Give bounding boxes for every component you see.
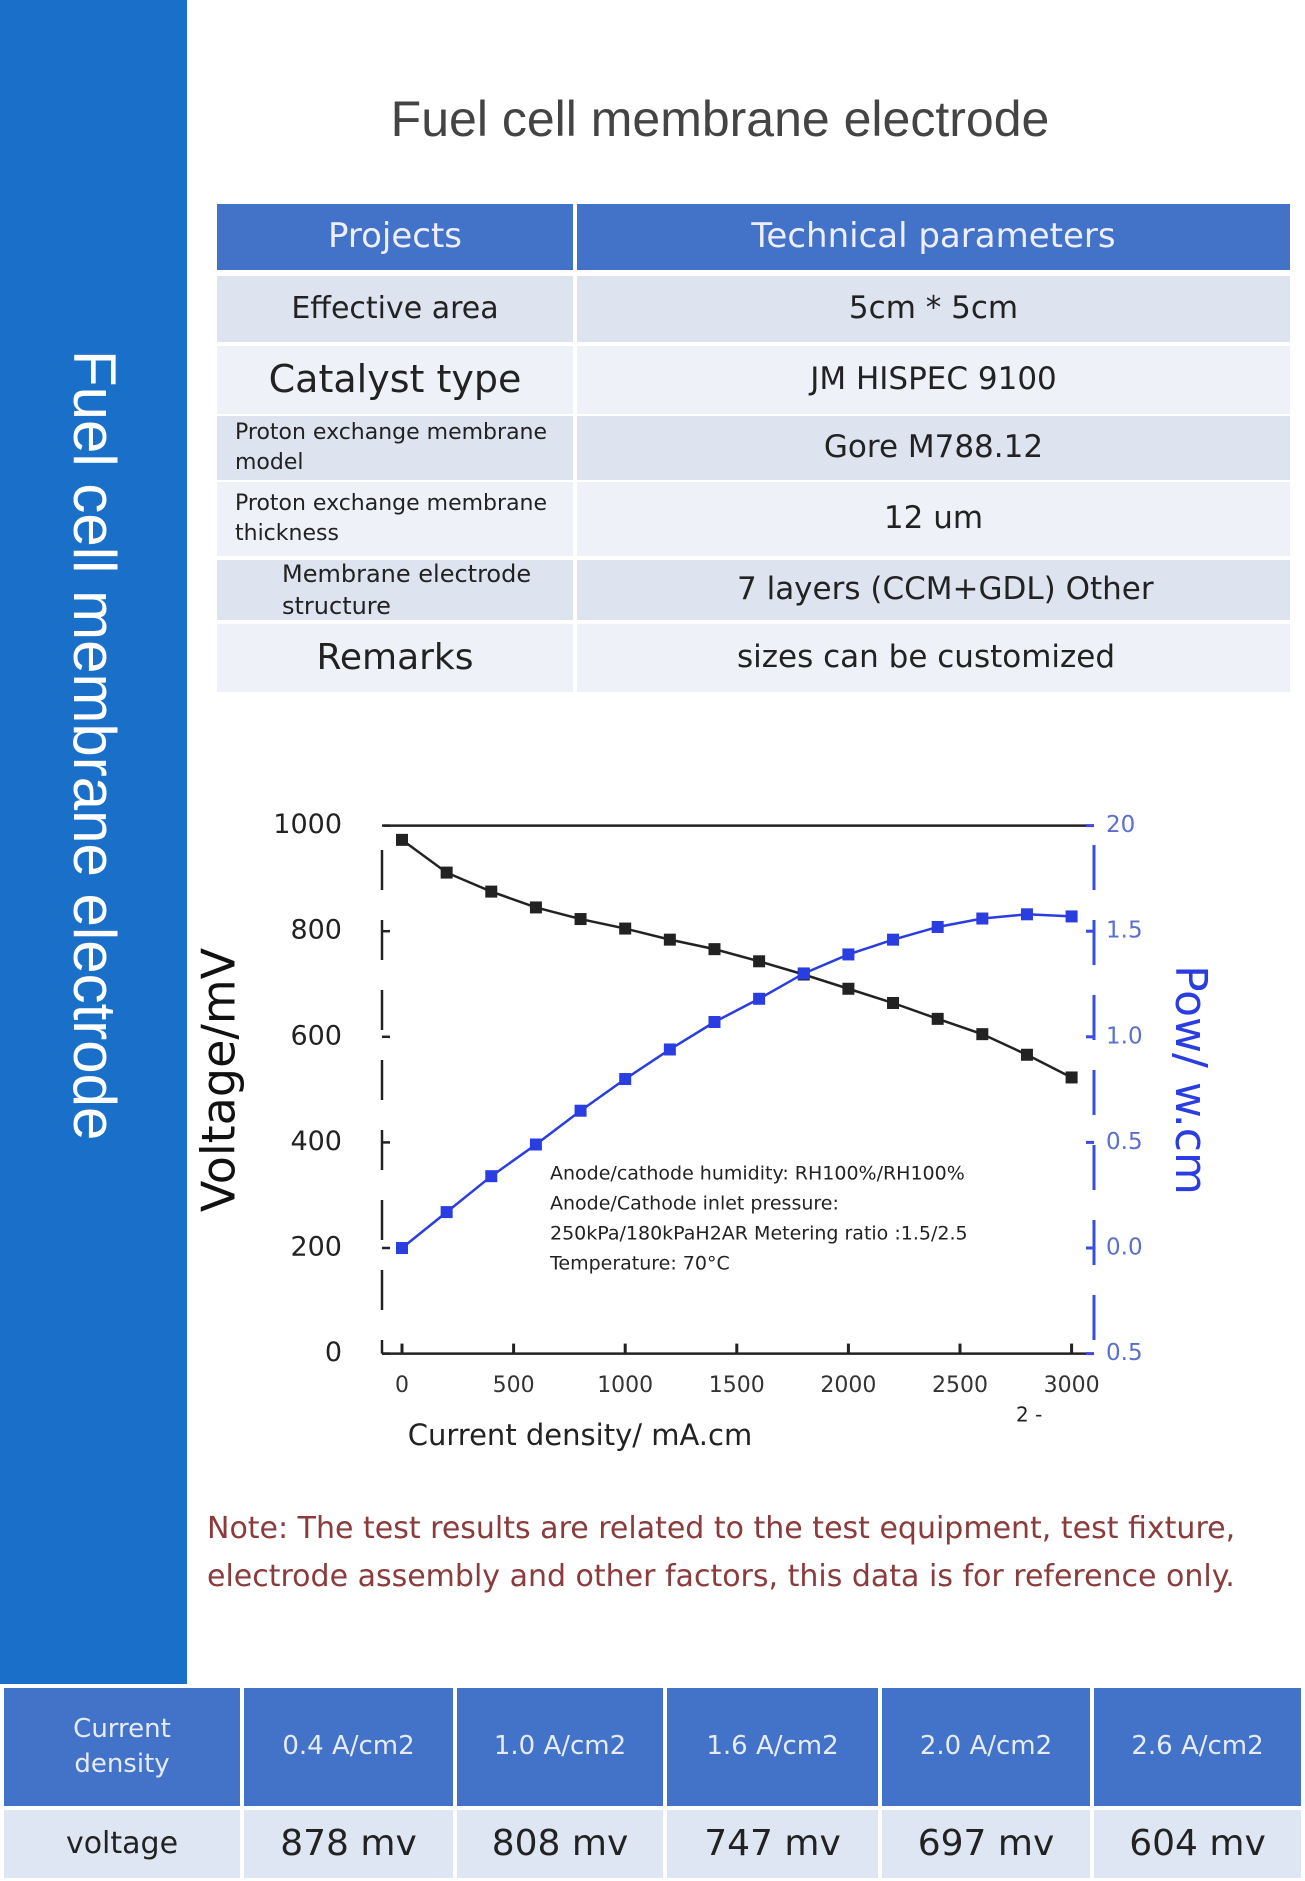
density-cell: 2.6 A/cm2 — [1094, 1688, 1301, 1806]
title: Fuel cell membrane electrode — [390, 91, 1050, 147]
spec-label: Catalyst type — [217, 346, 573, 414]
marker — [485, 885, 498, 898]
note: Note: The test results are related to th… — [207, 1505, 1297, 1601]
sidebar-text: Fuel cell membrane electrode — [61, 350, 128, 1141]
x-tick-label: 2000 — [820, 1373, 876, 1398]
y2-tick-label: 20 — [1106, 812, 1135, 838]
annotation: 250kPa/180kPaH2AR Metering ratio :1.5/2.… — [550, 1223, 968, 1245]
note-line: electrode assembly and other factors, th… — [207, 1559, 1235, 1594]
spec-value: sizes can be customized — [577, 624, 1290, 692]
spec-label: Proton exchange membrane thickness — [217, 482, 573, 556]
marker — [708, 943, 721, 956]
header-cell: Technical parameters — [577, 204, 1290, 270]
marker — [1065, 1071, 1078, 1084]
marker — [574, 913, 587, 926]
density-cell: 1.6 A/cm2 — [667, 1688, 878, 1806]
y2-tick-label: 1.0 — [1106, 1023, 1143, 1049]
spec-label: Remarks — [217, 624, 573, 692]
x-tick-label: 500 — [493, 1373, 535, 1398]
voltage-cell: 878 mv — [244, 1810, 453, 1878]
marker — [574, 1104, 587, 1117]
annotation: Anode/cathode humidity: RH100%/RH100% — [550, 1163, 965, 1185]
marker — [931, 1012, 944, 1025]
marker — [753, 955, 766, 968]
voltage-cell: 747 mv — [667, 1810, 878, 1878]
marker — [1065, 910, 1078, 923]
y-tick-label: 600 — [290, 1020, 342, 1051]
marker — [753, 992, 766, 1005]
marker — [663, 933, 676, 946]
marker — [887, 997, 900, 1010]
voltage-cell: 697 mv — [882, 1810, 1090, 1878]
spec-label: Effective area — [217, 276, 573, 342]
y-tick-label: 1000 — [273, 809, 342, 840]
marker — [842, 948, 855, 961]
y-tick-label: 800 — [290, 915, 342, 946]
spec-value: Gore M788.12 — [577, 416, 1290, 480]
marker — [931, 920, 944, 933]
voltage-cell: voltage — [4, 1810, 240, 1878]
y2-tick-label: 0.5 — [1106, 1340, 1143, 1366]
y-axis-label: Voltage/mV — [192, 947, 246, 1212]
spec-value: 5cm * 5cm — [577, 276, 1290, 342]
marker — [619, 922, 632, 935]
x-tick-label: 0 — [395, 1373, 409, 1398]
y2-tick-label: 0.5 — [1106, 1129, 1143, 1155]
marker — [619, 1073, 632, 1086]
marker — [797, 967, 810, 980]
density-cell: 1.0 A/cm2 — [457, 1688, 663, 1806]
density-cell: 0.4 A/cm2 — [244, 1688, 453, 1806]
y-tick-label: 0 — [325, 1337, 342, 1368]
marker — [396, 833, 408, 846]
marker — [887, 933, 900, 946]
marker — [663, 1043, 676, 1056]
marker — [1020, 908, 1033, 921]
y-tick-label: 400 — [290, 1126, 342, 1157]
marker — [529, 901, 542, 914]
spec-value: 7 layers (CCM+GDL) Other — [577, 560, 1290, 620]
marker — [529, 1138, 542, 1151]
x-tick-label: 2500 — [932, 1373, 988, 1398]
density-cell: Current density — [4, 1688, 240, 1806]
x-tick-label: 3000 — [1044, 1373, 1100, 1398]
marker — [976, 912, 989, 925]
marker — [1020, 1048, 1033, 1061]
voltage-cell: 604 mv — [1094, 1810, 1301, 1878]
marker — [440, 866, 453, 879]
spec-label: Proton exchange membrane model — [217, 416, 573, 480]
spec-value: JM HISPEC 9100 — [577, 346, 1290, 414]
spec-value: 12 um — [577, 482, 1290, 556]
y2-tick-label: 1.5 — [1106, 918, 1143, 944]
header-cell: Projects — [217, 204, 573, 270]
y-tick-label: 200 — [290, 1232, 342, 1263]
annotation: Anode/Cathode inlet pressure: — [550, 1193, 839, 1215]
voltage-cell: 808 mv — [457, 1810, 663, 1878]
note-line: Note: The test results are related to th… — [207, 1511, 1236, 1546]
series-line — [401, 913, 1072, 1249]
marker — [842, 982, 855, 995]
marker — [485, 1170, 498, 1183]
x-axis-label-sup: 2 - — [1016, 1403, 1042, 1427]
x-tick-label: 1000 — [597, 1373, 653, 1398]
x-axis-label: Current density/ mA.cm — [408, 1418, 752, 1452]
marker — [976, 1028, 989, 1041]
y2-axis-label: Pow/ w.cm — [1165, 965, 1216, 1195]
marker — [396, 1242, 408, 1254]
sidebar — [0, 0, 187, 1684]
marker — [708, 1016, 721, 1029]
marker — [440, 1206, 453, 1219]
spec-label: Membrane electrode structure — [217, 560, 573, 620]
density-cell: 2.0 A/cm2 — [882, 1688, 1090, 1806]
annotation: Temperature: 70°C — [549, 1253, 730, 1275]
y2-tick-label: 0.0 — [1106, 1235, 1143, 1261]
series-line — [401, 838, 1073, 1079]
x-tick-label: 1500 — [709, 1373, 765, 1398]
